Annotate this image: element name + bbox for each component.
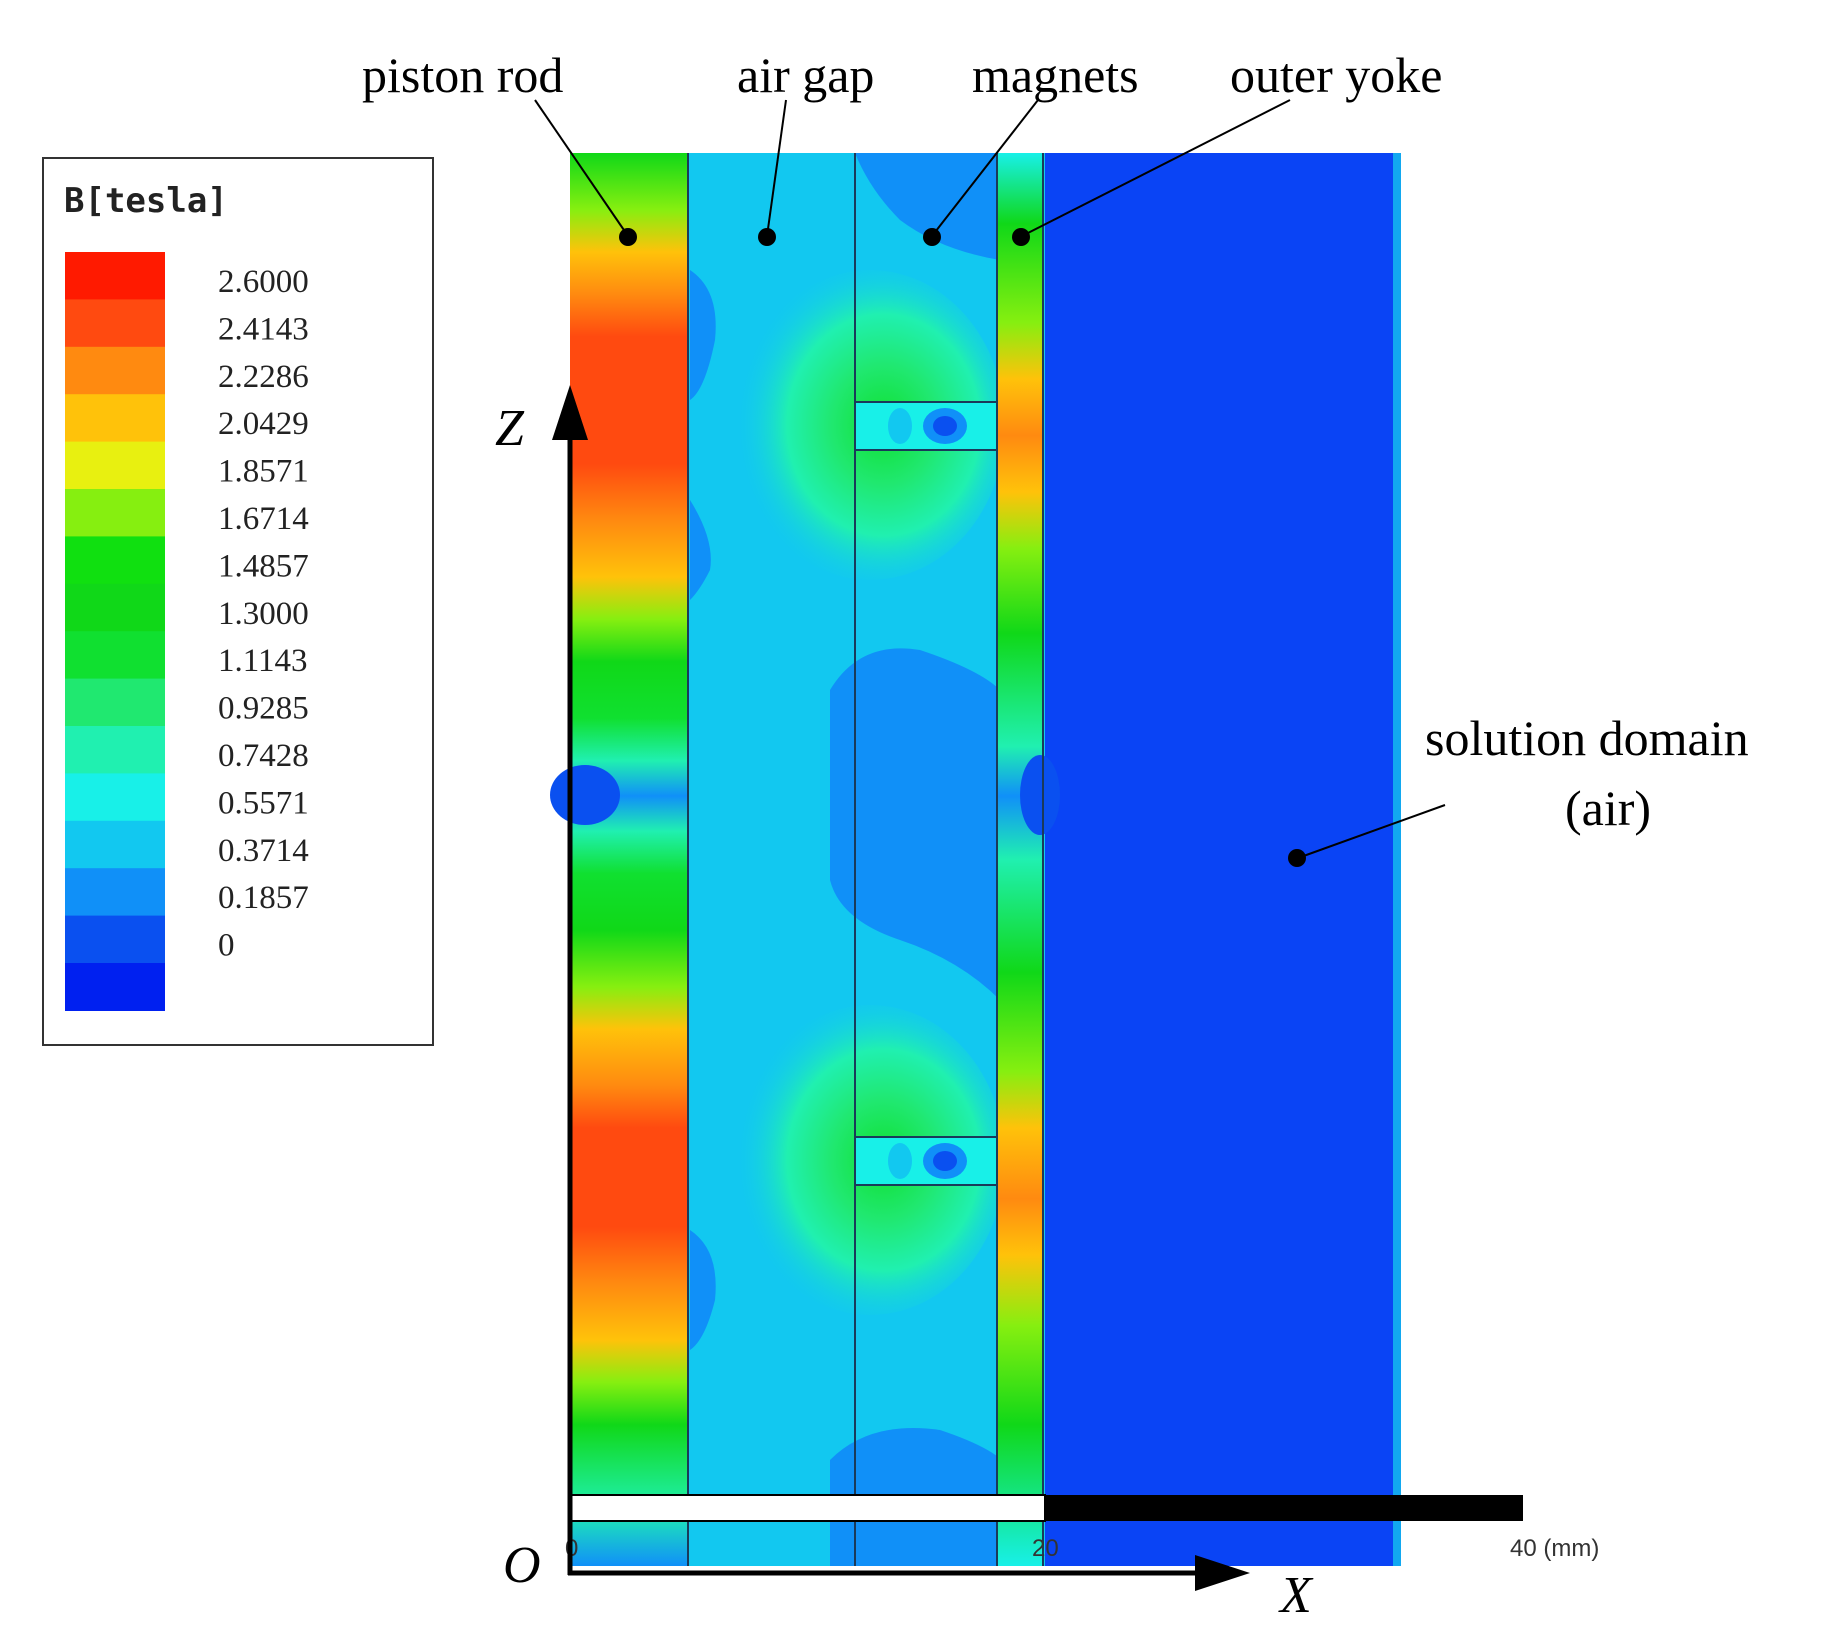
field-plot: [550, 153, 1401, 1566]
legend-swatch: [65, 536, 165, 585]
leader-magnets: [931, 99, 1039, 237]
axes: Z X O: [495, 385, 1314, 1624]
x-axis-arrowhead: [1195, 1555, 1250, 1591]
legend-title: B[tesla]: [64, 181, 228, 221]
callouts: piston rod air gap magnets outer yoke so…: [362, 47, 1749, 867]
magnet-upper: [854, 401, 998, 451]
leader-solution-domain: [1297, 804, 1446, 859]
label-outer-yoke: outer yoke: [1230, 47, 1442, 103]
label-piston-rod: piston rod: [362, 47, 563, 103]
scale-bar-black-segment: [1045, 1495, 1523, 1521]
legend-swatch: [65, 583, 165, 632]
marker-magnets: [923, 228, 941, 246]
legend-value-label: 1.6714: [218, 501, 309, 537]
legend-value-label: 2.4143: [218, 311, 309, 347]
origin-label: O: [503, 1537, 541, 1594]
scale-bar: 0 20 40 (mm): [565, 1494, 1599, 1562]
legend-swatches: [65, 252, 165, 1011]
leader-piston-rod: [534, 99, 629, 237]
legend-value-label: 1.1143: [218, 643, 308, 679]
legend-swatch: [65, 299, 165, 348]
legend-swatch: [65, 820, 165, 869]
legend-swatch: [65, 252, 165, 300]
magnet-lower: [854, 1136, 998, 1186]
z-axis-label: Z: [495, 400, 525, 457]
legend-value-label: 0.1857: [218, 880, 309, 916]
legend-value-label: 0: [218, 928, 235, 964]
scale-bar-white-segment: [569, 1494, 1046, 1522]
legend-swatch: [65, 963, 165, 1011]
legend-swatch: [65, 441, 165, 490]
legend-swatch: [65, 394, 165, 443]
legend-value-label: 0.3714: [218, 833, 309, 869]
legend-swatch: [65, 868, 165, 917]
air-gap-low-field-mid: [830, 648, 1000, 1000]
marker-piston-rod: [619, 228, 637, 246]
legend-swatch: [65, 678, 165, 727]
air-gap-low-field-left-3: [690, 1230, 716, 1350]
outer-yoke-low-field: [1020, 755, 1060, 835]
legend-value-label: 1.4857: [218, 548, 309, 584]
marker-air-gap: [758, 228, 776, 246]
label-magnets: magnets: [972, 47, 1139, 103]
legend-swatch: [65, 915, 165, 964]
legend-swatch: [65, 346, 165, 395]
leader-air-gap: [766, 99, 787, 237]
legend: B[tesla] 2.6000 2.4143 2.2286 2.0429 1.8571 1…: [42, 157, 434, 1046]
piston-rod-region: [570, 153, 688, 1566]
legend-value-label: 2.0429: [218, 406, 309, 442]
air-gap-low-field-left-1: [690, 270, 716, 400]
legend-value-label: 0.5571: [218, 785, 309, 821]
z-axis-arrowhead: [552, 385, 588, 440]
scale-tick-40: 40 (mm): [1510, 1535, 1599, 1562]
x-axis-label: X: [1278, 1567, 1314, 1624]
marker-solution-domain: [1288, 849, 1306, 867]
piston-rod-low-field: [550, 765, 620, 825]
legend-value-label: 1.8571: [218, 454, 309, 490]
legend-swatch: [65, 773, 165, 822]
label-air-gap: air gap: [737, 47, 874, 103]
legend-swatch: [65, 631, 165, 680]
legend-value-label: 1.3000: [218, 596, 309, 632]
marker-outer-yoke: [1012, 228, 1030, 246]
scale-tick-20: 20: [1032, 1535, 1059, 1562]
label-solution-domain: solution domain: [1425, 710, 1749, 766]
legend-value-label: 2.2286: [218, 359, 309, 395]
outer-yoke-region: [997, 153, 1043, 1566]
solution-domain-edge: [1393, 153, 1401, 1566]
legend-value-label: 0.9285: [218, 691, 309, 727]
air-gap-low-field-top: [855, 153, 1010, 260]
legend-swatch: [65, 489, 165, 537]
legend-value-label: 0.7428: [218, 738, 309, 774]
legend-value-label: 2.6000: [218, 264, 309, 300]
legend-labels: 2.6000 2.4143 2.2286 2.0429 1.8571 1.6714 1.48…: [218, 264, 309, 964]
leader-outer-yoke: [1021, 99, 1291, 237]
air-gap-low-field-left-2: [690, 500, 711, 600]
legend-swatch: [65, 726, 165, 774]
label-solution-domain-air: (air): [1565, 780, 1651, 836]
